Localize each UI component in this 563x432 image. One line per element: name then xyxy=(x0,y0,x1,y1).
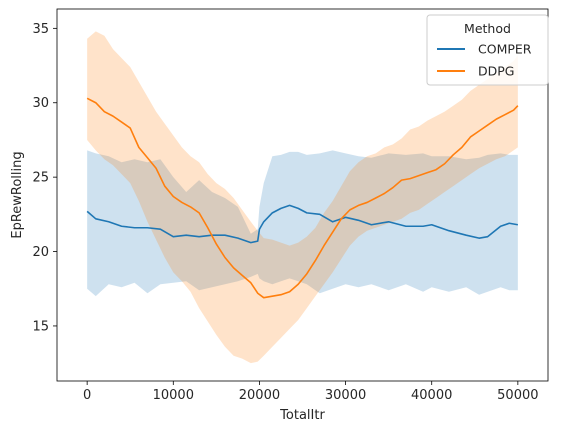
legend-box xyxy=(426,14,549,86)
legend-title: Method xyxy=(464,21,511,36)
comper-legend-label: COMPER xyxy=(478,42,532,57)
y-tick-label: 35 xyxy=(32,22,49,37)
x-tick-label: 0 xyxy=(83,388,91,403)
x-tick-label: 10000 xyxy=(153,388,194,403)
ddpg-legend-label: DDPG xyxy=(478,64,514,79)
plot-frame xyxy=(56,8,549,382)
series-lines xyxy=(86,97,519,299)
y-tick-label: 25 xyxy=(32,171,49,186)
y-tick-label: 20 xyxy=(32,245,49,260)
ddpg-series-line xyxy=(86,97,519,299)
x-axis-ticks: 0 10000 20000 30000 40000 50000 xyxy=(83,381,539,403)
comper-series-line xyxy=(86,204,518,244)
x-tick-label: 50000 xyxy=(497,388,538,403)
x-tick-label: 30000 xyxy=(325,388,366,403)
x-tick-label: 20000 xyxy=(239,388,280,403)
legend-items: COMPER DDPG xyxy=(437,42,532,79)
comper-confidence-band xyxy=(87,150,518,297)
x-tick-label: 40000 xyxy=(411,388,452,403)
y-tick-label: 15 xyxy=(32,319,49,334)
confidence-bands xyxy=(87,31,518,364)
y-tick-label: 30 xyxy=(32,96,49,111)
legend: Method COMPER DDPG xyxy=(426,14,549,86)
y-axis-label: EpRewRolling xyxy=(10,151,25,238)
x-axis-label: TotalItr xyxy=(279,408,325,423)
y-axis-ticks: 15 20 25 30 35 xyxy=(32,22,57,334)
ddpg-confidence-band xyxy=(87,31,518,364)
